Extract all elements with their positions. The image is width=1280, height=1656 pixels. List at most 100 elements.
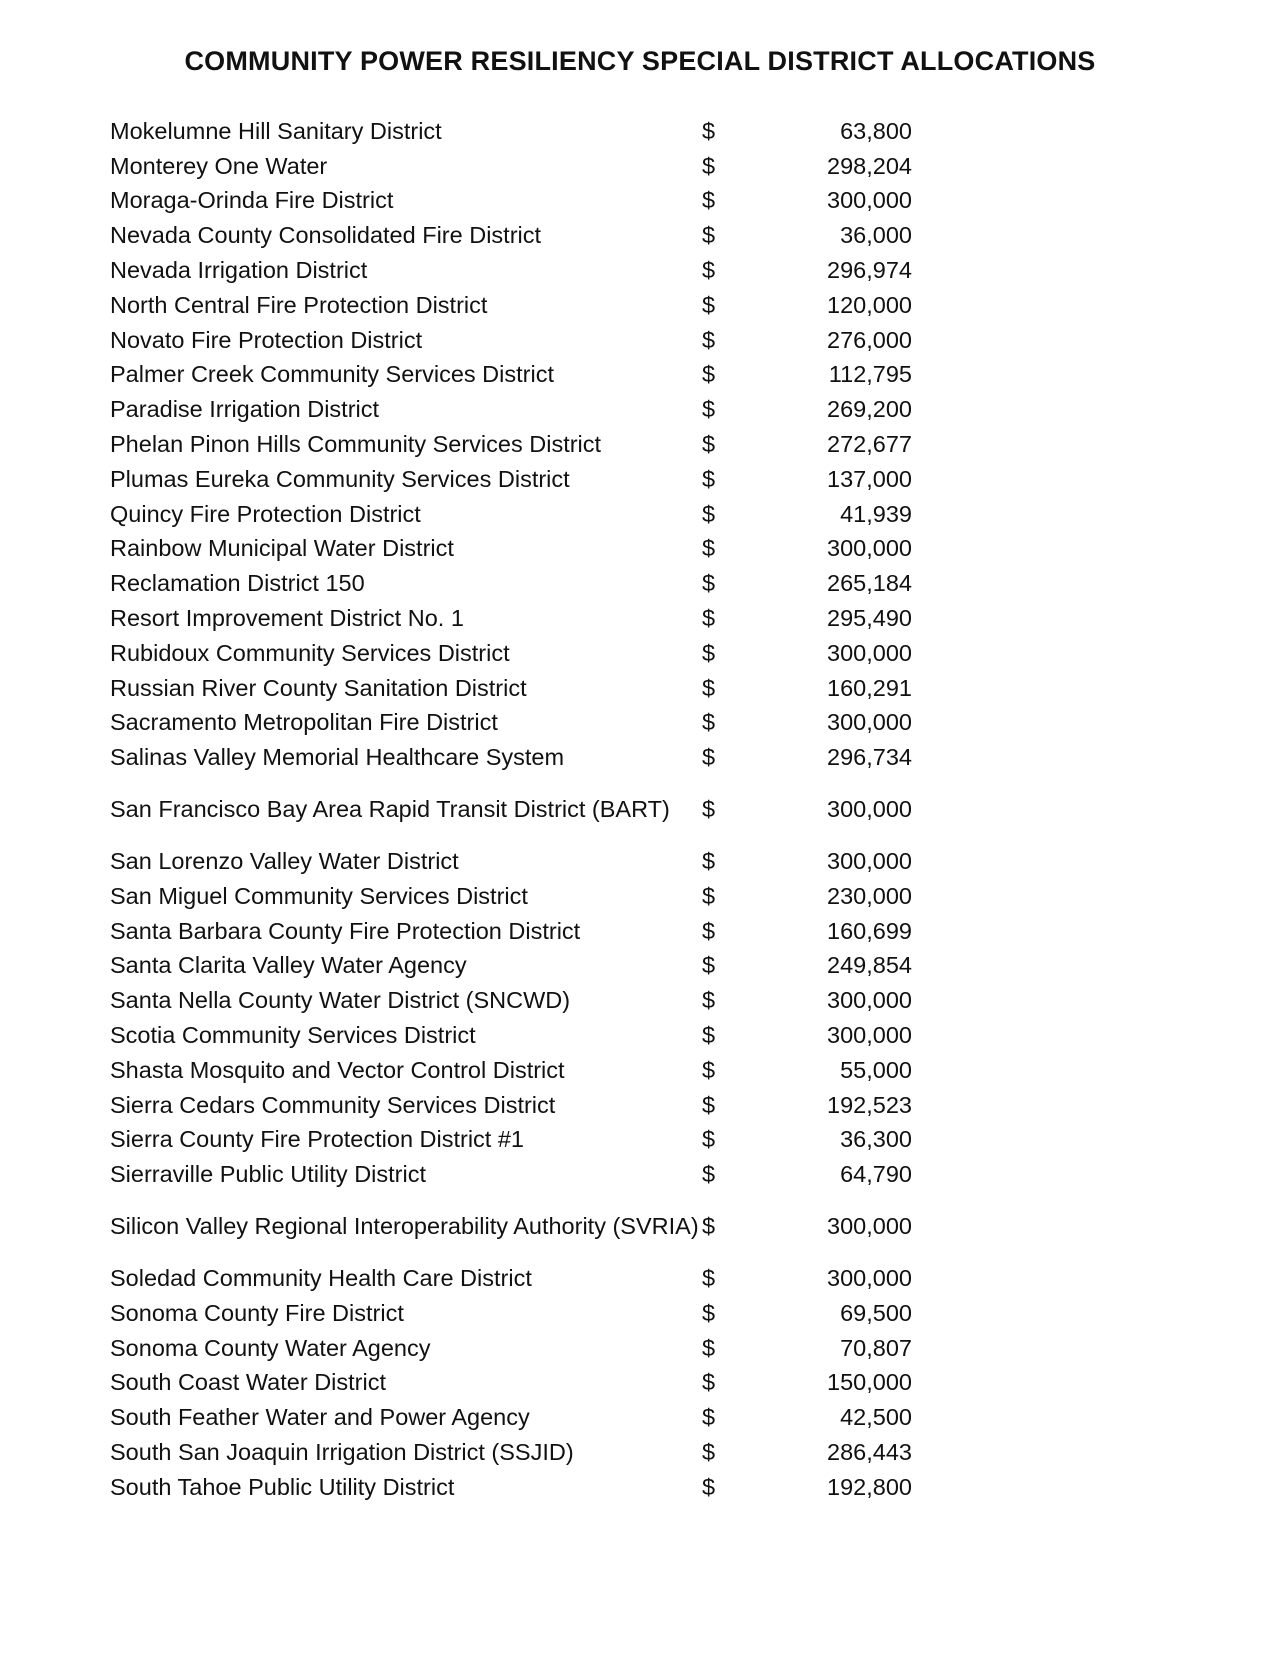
- table-row: San Lorenzo Valley Water District $300,00…: [110, 844, 920, 879]
- allocation-amount: 269,200: [827, 396, 912, 423]
- allocations-table: Mokelumne Hill Sanitary District $63,800 M…: [110, 114, 920, 1505]
- allocation-amount: 192,523: [827, 1091, 912, 1118]
- table-row: Scotia Community Services District $300,0…: [110, 1018, 920, 1053]
- currency-symbol: $: [702, 500, 716, 527]
- table-row: Sacramento Metropolitan Fire District $30…: [110, 706, 920, 741]
- currency-symbol: $: [702, 152, 716, 179]
- allocation-amount: 41,939: [840, 500, 912, 527]
- allocation-amount: 265,184: [827, 570, 912, 597]
- currency-symbol: $: [702, 796, 716, 823]
- table-row: Novato Fire Protection District $276,000: [110, 323, 920, 358]
- table-row: Soledad Community Health Care District $3…: [110, 1261, 920, 1296]
- currency-symbol: $: [702, 257, 716, 284]
- allocation-amount: 300,000: [827, 1265, 912, 1291]
- district-name: San Miguel Community Services District: [110, 882, 528, 909]
- district-name: Scotia Community Services District: [110, 1022, 476, 1049]
- table-row: Sierra County Fire Protection District #…: [110, 1123, 920, 1158]
- table-row: Resort Improvement District No. 1 $295,49…: [110, 601, 920, 636]
- district-name: South Coast Water District: [110, 1369, 386, 1396]
- table-row: Quincy Fire Protection District $41,939: [110, 497, 920, 532]
- currency-symbol: $: [702, 1265, 716, 1291]
- allocation-amount: 36,300: [840, 1126, 912, 1153]
- district-name: Sierraville Public Utility District: [110, 1161, 426, 1188]
- district-name: Nevada County Consolidated Fire District: [110, 222, 542, 249]
- currency-symbol: $: [702, 848, 716, 875]
- allocation-amount: 295,490: [827, 605, 912, 632]
- district-name: Plumas Eureka Community Services Distric…: [110, 465, 570, 492]
- table-row: Salinas Valley Memorial Healthcare Syste…: [110, 740, 920, 775]
- table-row: South Feather Water and Power Agency $42,…: [110, 1400, 920, 1435]
- currency-symbol: $: [702, 187, 716, 214]
- allocation-amount: 249,854: [827, 952, 912, 979]
- currency-symbol: $: [702, 1126, 716, 1153]
- allocation-amount: 300,000: [827, 1022, 912, 1049]
- allocation-amount: 160,699: [827, 917, 912, 944]
- table-row: Russian River County Sanitation District…: [110, 671, 920, 706]
- allocation-amount: 137,000: [827, 465, 912, 492]
- allocation-amount: 120,000: [827, 291, 912, 318]
- district-name: Sacramento Metropolitan Fire District: [110, 709, 498, 736]
- allocation-amount: 55,000: [840, 1056, 912, 1083]
- district-name: San Francisco Bay Area Rapid Transit Dis…: [110, 796, 670, 823]
- currency-symbol: $: [702, 431, 716, 458]
- table-row: Monterey One Water $298,204: [110, 149, 920, 184]
- allocation-amount: 192,800: [827, 1473, 912, 1500]
- district-name: Palmer Creek Community Services District: [110, 361, 554, 388]
- currency-symbol: $: [702, 1404, 716, 1431]
- table-row: Silicon Valley Regional Interoperability…: [110, 1192, 920, 1261]
- allocation-amount: 300,000: [827, 1213, 912, 1240]
- district-name: Shasta Mosquito and Vector Control Distr…: [110, 1056, 565, 1083]
- district-name: Reclamation District 150: [110, 570, 365, 597]
- currency-symbol: $: [702, 361, 716, 388]
- district-name: Novato Fire Protection District: [110, 326, 423, 353]
- district-name: Soledad Community Health Care District: [110, 1265, 532, 1291]
- district-name: Santa Nella County Water District (SNCWD…: [110, 987, 571, 1014]
- allocation-amount: 300,000: [827, 987, 912, 1014]
- allocation-amount: 300,000: [827, 535, 912, 562]
- currency-symbol: $: [702, 326, 716, 353]
- allocation-amount: 296,734: [827, 744, 912, 771]
- district-name: Monterey One Water: [110, 152, 328, 179]
- currency-symbol: $: [702, 605, 716, 632]
- currency-symbol: $: [702, 917, 716, 944]
- allocation-amount: 230,000: [827, 882, 912, 909]
- allocation-amount: 296,974: [827, 257, 912, 284]
- allocation-amount: 286,443: [827, 1438, 912, 1465]
- allocation-amount: 112,795: [828, 361, 912, 388]
- currency-symbol: $: [702, 1161, 716, 1188]
- currency-symbol: $: [702, 1334, 716, 1361]
- district-name: Rubidoux Community Services District: [110, 639, 510, 666]
- currency-symbol: $: [702, 222, 716, 249]
- currency-symbol: $: [702, 1213, 716, 1240]
- allocation-amount: 42,500: [840, 1404, 912, 1431]
- table-row: Rubidoux Community Services District $300…: [110, 636, 920, 671]
- currency-symbol: $: [702, 952, 716, 979]
- district-name: Quincy Fire Protection District: [110, 500, 421, 527]
- district-name: Santa Barbara County Fire Protection Dis…: [110, 917, 581, 944]
- allocation-amount: 64,790: [840, 1161, 912, 1188]
- district-name: North Central Fire Protection District: [110, 291, 488, 318]
- table-row: North Central Fire Protection District $1…: [110, 288, 920, 323]
- table-row: Phelan Pinon Hills Community Services Di…: [110, 427, 920, 462]
- allocation-amount: 150,000: [827, 1369, 912, 1396]
- allocation-amount: 69,500: [840, 1299, 912, 1326]
- allocation-amount: 300,000: [827, 639, 912, 666]
- district-name: Sonoma County Fire District: [110, 1299, 404, 1326]
- allocation-amount: 160,291: [827, 674, 912, 701]
- allocation-amount: 272,677: [827, 431, 912, 458]
- table-row: Nevada Irrigation District $296,974: [110, 253, 920, 288]
- table-row: Shasta Mosquito and Vector Control Distr…: [110, 1053, 920, 1088]
- table-row: Reclamation District 150 $265,184: [110, 566, 920, 601]
- table-row: Rainbow Municipal Water District $300,000: [110, 532, 920, 567]
- allocation-amount: 300,000: [827, 187, 912, 214]
- currency-symbol: $: [702, 1438, 716, 1465]
- district-name: Mokelumne Hill Sanitary District: [110, 117, 442, 144]
- table-row: Palmer Creek Community Services District…: [110, 358, 920, 393]
- district-name: Russian River County Sanitation District: [110, 674, 527, 701]
- document-title: COMMUNITY POWER RESILIENCY SPECIAL DISTR…: [184, 46, 1096, 76]
- district-name: Phelan Pinon Hills Community Services Di…: [110, 431, 602, 458]
- currency-symbol: $: [702, 744, 716, 771]
- table-row: Sonoma County Water Agency $70,807: [110, 1331, 920, 1366]
- allocation-amount: 63,800: [840, 117, 912, 144]
- table-row: Mokelumne Hill Sanitary District $63,800: [110, 114, 920, 149]
